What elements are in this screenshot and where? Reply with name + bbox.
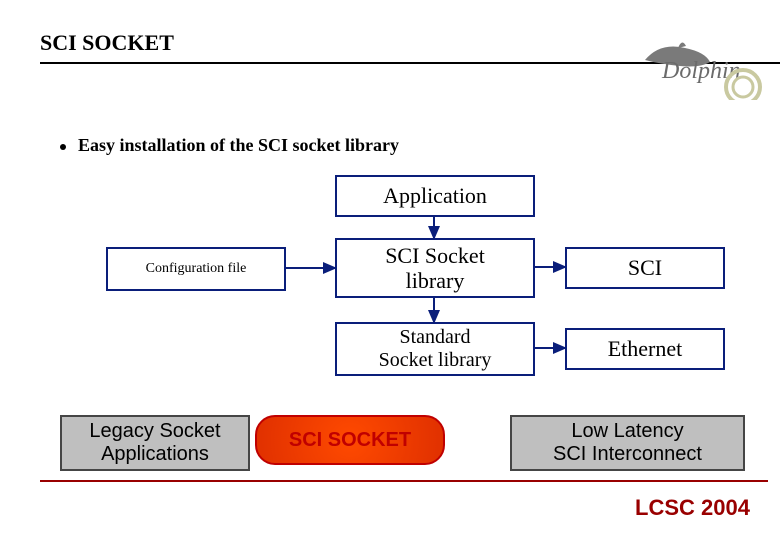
bullet-item: Easy installation of the SCI socket libr… [60, 135, 399, 156]
box-std_socket_lib: StandardSocket library [335, 322, 535, 376]
bullet-icon [60, 144, 66, 150]
box-sci: SCI [565, 247, 725, 289]
box-config: Configuration file [106, 247, 286, 291]
footer-rule [40, 480, 768, 482]
dolphin-logo: Dolphin [630, 20, 780, 100]
box-sci_socket_badge: SCI SOCKET [255, 415, 445, 465]
box-low_latency: Low LatencySCI Interconnect [510, 415, 745, 471]
box-sci_socket_lib: SCI Socketlibrary [335, 238, 535, 298]
box-application: Application [335, 175, 535, 217]
box-legacy: Legacy SocketApplications [60, 415, 250, 471]
page-title: SCI SOCKET [40, 30, 174, 56]
footer-text: LCSC 2004 [635, 495, 750, 521]
bullet-text: Easy installation of the SCI socket libr… [78, 135, 399, 155]
box-ethernet: Ethernet [565, 328, 725, 370]
